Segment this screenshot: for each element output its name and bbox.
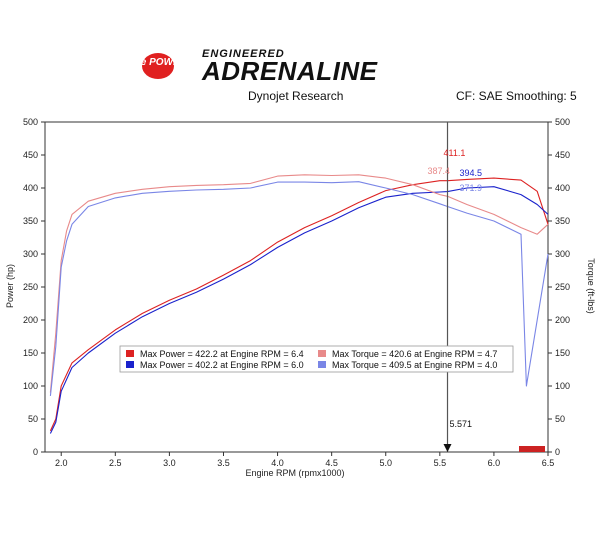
x-tick-label: 4.0 xyxy=(271,458,284,468)
y-tick-label-left: 400 xyxy=(23,183,38,193)
y-tick-label-left: 200 xyxy=(23,315,38,325)
dynojet-watermark xyxy=(519,446,545,452)
legend-swatch xyxy=(126,350,134,357)
afe-badge-text: aFe POWER xyxy=(140,57,188,68)
y-tick-label-right: 300 xyxy=(555,249,570,259)
legend-box xyxy=(119,345,514,373)
x-tick-label: 3.5 xyxy=(217,458,230,468)
x-tick-label: 4.5 xyxy=(325,458,338,468)
dyno-title: Dynojet Research xyxy=(248,89,344,103)
y-tick-label-right: 350 xyxy=(555,216,570,226)
legend-swatch xyxy=(318,361,326,368)
x-tick-label: 5.0 xyxy=(379,458,392,468)
y-axis-label-right: Torque (ft-lbs) xyxy=(586,258,596,314)
legend-entry-1: Max Power = 422.2 at Engine RPM = 6.4 xyxy=(140,349,304,359)
y-tick-label-left: 500 xyxy=(23,117,38,127)
brand-top-text: ENGINEERED xyxy=(202,48,285,60)
series-line-2 xyxy=(49,186,549,434)
y-tick-label-left: 300 xyxy=(23,249,38,259)
brand-logo: aFe POWER ENGINEERED ADRENALINE xyxy=(129,44,460,88)
cursor-arrow-icon xyxy=(443,444,452,452)
y-tick-label-left: 50 xyxy=(28,414,38,424)
series-line-4 xyxy=(49,181,549,396)
y-tick-label-right: 0 xyxy=(555,447,560,457)
y-tick-label-right: 500 xyxy=(555,117,570,127)
cursor-rpm-label: 5.571 xyxy=(450,419,473,429)
x-tick-label: 2.5 xyxy=(109,458,122,468)
x-tick-label: 5.5 xyxy=(434,458,447,468)
y-tick-label-right: 200 xyxy=(555,315,570,325)
legend-swatch xyxy=(318,350,326,357)
cursor-value-3: 394.5 xyxy=(460,168,483,178)
y-tick-label-right: 50 xyxy=(555,414,565,424)
legend: Max Power = 422.2 at Engine RPM = 6.4Max… xyxy=(119,345,514,373)
y-tick-label-right: 250 xyxy=(555,282,570,292)
legend-entry-3: Max Torque = 420.6 at Engine RPM = 4.7 xyxy=(332,349,497,359)
series-line-1 xyxy=(49,177,549,432)
y-tick-label-right: 450 xyxy=(555,150,570,160)
y-axis-label-left: Power (hp) xyxy=(5,264,15,308)
legend-entry-2: Max Power = 402.2 at Engine RPM = 6.0 xyxy=(140,360,304,370)
y-tick-label-left: 100 xyxy=(23,381,38,391)
x-tick-label: 3.0 xyxy=(163,458,176,468)
legend-swatch xyxy=(126,361,134,368)
y-tick-label-right: 150 xyxy=(555,348,570,358)
cursor-value-1: 411.1 xyxy=(444,148,466,158)
cursor: 5.571 411.1 387.4 394.5 371.9 xyxy=(428,122,483,452)
legend-entry-4: Max Torque = 409.5 at Engine RPM = 4.0 xyxy=(332,360,497,370)
y-tick-label-left: 250 xyxy=(23,282,38,292)
y-tick-label-left: 0 xyxy=(33,447,38,457)
x-tick-label: 6.0 xyxy=(488,458,501,468)
y-tick-label-right: 400 xyxy=(555,183,570,193)
x-tick-label: 6.5 xyxy=(542,458,555,468)
cursor-value-2: 387.4 xyxy=(428,166,451,176)
y-tick-label-left: 350 xyxy=(23,216,38,226)
cursor-value-4: 371.9 xyxy=(460,183,483,193)
y-tick-label-right: 100 xyxy=(555,381,570,391)
settings-text: CF: SAE Smoothing: 5 xyxy=(456,89,577,103)
afe-power-badge-icon: aFe POWER xyxy=(129,53,188,79)
series xyxy=(49,174,549,434)
x-axis-label: Engine RPM (rpmx1000) xyxy=(245,468,344,478)
y-tick-label-left: 150 xyxy=(23,348,38,358)
axes: 0 0 50 50 100 100 150 150 200 200 250 250 300 300 350 3… xyxy=(23,117,570,468)
y-tick-label-left: 450 xyxy=(23,150,38,160)
x-tick-label: 2.0 xyxy=(55,458,68,468)
brand-main-text: ADRENALINE xyxy=(201,56,378,86)
series-line-3 xyxy=(49,174,549,393)
plot-area xyxy=(44,121,549,453)
